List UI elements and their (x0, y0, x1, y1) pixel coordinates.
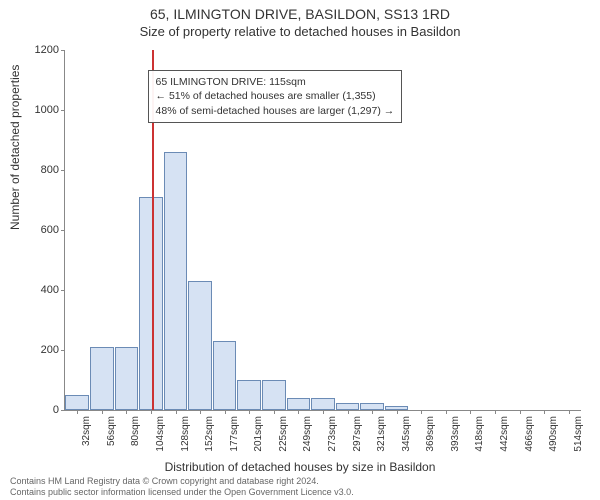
y-tick-label: 800 (19, 164, 59, 176)
x-tick-label: 56sqm (106, 416, 117, 446)
chart-title-sub: Size of property relative to detached ho… (0, 22, 600, 43)
histogram-bar (139, 197, 163, 410)
y-tick-label: 0 (19, 404, 59, 416)
annotation-line: 65 ILMINGTON DRIVE: 115sqm (156, 75, 395, 89)
y-tick-label: 200 (19, 344, 59, 356)
footer-line: Contains public sector information licen… (10, 487, 590, 498)
chart-area: 02004006008001000120032sqm56sqm80sqm104s… (64, 50, 580, 410)
x-tick-label: 442sqm (499, 416, 510, 452)
x-tick-label: 225sqm (278, 416, 289, 452)
x-tick-label: 32sqm (81, 416, 92, 446)
chart-title-main: 65, ILMINGTON DRIVE, BASILDON, SS13 1RD (0, 0, 600, 22)
x-tick-label: 490sqm (548, 416, 559, 452)
histogram-bar (287, 398, 311, 410)
x-tick-label: 104sqm (155, 416, 166, 452)
histogram-bar (360, 403, 384, 411)
x-tick-label: 297sqm (352, 416, 363, 452)
annotation-box: 65 ILMINGTON DRIVE: 115sqm← 51% of detac… (148, 70, 403, 123)
y-tick-label: 1200 (19, 44, 59, 56)
x-tick-label: 418sqm (474, 416, 485, 452)
x-tick-label: 177sqm (229, 416, 240, 452)
chart-container: 65, ILMINGTON DRIVE, BASILDON, SS13 1RD … (0, 0, 600, 500)
histogram-bar (237, 380, 261, 410)
x-tick-label: 345sqm (401, 416, 412, 452)
histogram-bar (213, 341, 237, 410)
y-axis-label: Number of detached properties (8, 65, 22, 230)
x-tick-label: 466sqm (524, 416, 535, 452)
x-tick-label: 80sqm (130, 416, 141, 446)
x-tick-label: 128sqm (180, 416, 191, 452)
x-tick-label: 369sqm (425, 416, 436, 452)
plot-region: 02004006008001000120032sqm56sqm80sqm104s… (64, 50, 581, 411)
histogram-bar (262, 380, 286, 410)
x-tick-label: 393sqm (450, 416, 461, 452)
x-tick-label: 249sqm (302, 416, 313, 452)
histogram-bar (164, 152, 188, 410)
histogram-bar (336, 403, 360, 411)
histogram-bar (115, 347, 139, 410)
histogram-bar (188, 281, 212, 410)
annotation-line: ← 51% of detached houses are smaller (1,… (156, 89, 395, 103)
histogram-bar (311, 398, 335, 410)
x-axis-label: Distribution of detached houses by size … (0, 460, 600, 474)
footer-attribution: Contains HM Land Registry data © Crown c… (10, 476, 590, 498)
histogram-bar (65, 395, 89, 410)
y-tick-label: 400 (19, 284, 59, 296)
annotation-line: 48% of semi-detached houses are larger (… (156, 104, 395, 118)
y-tick-label: 600 (19, 224, 59, 236)
footer-line: Contains HM Land Registry data © Crown c… (10, 476, 590, 487)
x-tick-label: 152sqm (204, 416, 215, 452)
histogram-bar (90, 347, 114, 410)
x-tick-label: 201sqm (253, 416, 264, 452)
y-tick-label: 1000 (19, 104, 59, 116)
x-tick-label: 273sqm (327, 416, 338, 452)
x-tick-label: 514sqm (573, 416, 584, 452)
x-tick-label: 321sqm (376, 416, 387, 452)
